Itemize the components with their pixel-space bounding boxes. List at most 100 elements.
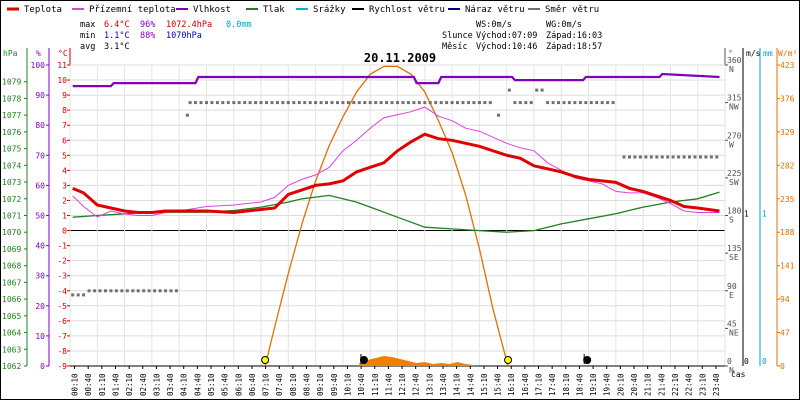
wind-direction-point: [379, 101, 383, 105]
pct-tick-label: 100: [31, 61, 46, 70]
hpa-tick-label: 1069: [2, 245, 21, 254]
legend: Teplota Přízemní teplota Vlhkost Tlak Sr…: [7, 5, 599, 15]
info-sun-rise: Východ:07:09: [476, 31, 537, 41]
time-tick-label: 11:10: [371, 373, 380, 396]
wind-direction-point: [221, 101, 225, 105]
time-tick-label: 00:40: [84, 373, 93, 396]
info-sun-set: Západ:16:03: [546, 31, 602, 41]
time-tick-label: 14:40: [466, 373, 475, 396]
wind-direction-point: [303, 101, 307, 105]
solar-tick-label: 423: [780, 61, 795, 70]
dir-compass-label: W: [729, 140, 734, 149]
pct-tick-label: 20: [35, 302, 45, 311]
wind-direction-point: [546, 101, 550, 105]
pct-tick-label: 30: [35, 272, 45, 281]
wind-direction-point: [385, 101, 389, 105]
temp-tick-label: 9: [62, 91, 67, 100]
stat-min-temp: 1.1°C: [104, 31, 130, 41]
temp-tick-label: 4: [62, 166, 67, 175]
wind-direction-point: [439, 101, 443, 105]
wind-direction-point: [666, 155, 670, 159]
marker-layer: [261, 354, 592, 364]
wind-direction-point: [336, 101, 339, 105]
series-solar-radiation: [264, 65, 509, 367]
wind-direction-point: [622, 155, 626, 159]
stat-max-temp: 6.4°C: [104, 20, 130, 30]
solar-tick-label: 282: [780, 161, 795, 170]
time-tick-label: 04:10: [180, 373, 189, 396]
wind-direction-point: [671, 155, 675, 159]
legend-item-tlak: Tlak: [246, 5, 285, 15]
wind-direction-point: [158, 289, 162, 293]
wind-direction-point: [611, 101, 615, 105]
wind-direction-point: [188, 101, 192, 105]
time-tick-label: 12:40: [412, 373, 421, 396]
pct-tick-label: 50: [35, 212, 45, 221]
time-tick-label: 16:40: [521, 373, 530, 396]
wind-direction-point: [374, 101, 378, 105]
time-tick-label: 15:10: [480, 373, 489, 396]
time-tick-label: 19:10: [589, 373, 598, 396]
time-tick-label: 22:40: [685, 373, 694, 396]
wind-direction-point: [248, 101, 252, 105]
time-tick-label: 13:10: [425, 373, 434, 396]
wind-direction-point: [584, 101, 588, 105]
dir-tick-label: 90: [727, 282, 737, 291]
wind-direction-point: [423, 101, 427, 105]
legend-label-teplota: Teplota: [24, 5, 62, 15]
solar-tick-label: 188: [780, 228, 795, 237]
wind-direction-point: [557, 101, 560, 105]
hpa-tick-label: 1062: [2, 362, 21, 371]
wind-direction-point: [125, 289, 129, 293]
time-tick-label: 05:10: [207, 373, 216, 396]
wind-direction-point: [518, 101, 522, 105]
wind-direction-point: [199, 101, 203, 105]
hpa-tick-label: 1064: [2, 329, 21, 338]
temp-tick-label: -6: [57, 317, 67, 326]
wind-direction-point: [87, 289, 91, 293]
moon-marker: [583, 356, 592, 364]
unit-pct: %: [36, 49, 41, 58]
hpa-tick-label: 1066: [2, 295, 21, 304]
dir-compass-label: E: [729, 291, 734, 300]
wind-direction-point: [417, 101, 421, 105]
pct-tick-label: 70: [35, 151, 45, 160]
temp-tick-label: 2: [62, 196, 67, 205]
info-sun: Slunce: [442, 31, 473, 41]
time-tick-label: 17:40: [548, 373, 557, 396]
wind-direction-point: [174, 289, 178, 293]
wind-direction-point: [507, 88, 511, 92]
wind-direction-point: [153, 289, 157, 293]
time-tick-label: 21:40: [657, 373, 666, 396]
wind-direction-point: [600, 101, 604, 105]
wind-direction-point: [275, 101, 279, 105]
wind-direction-point: [483, 101, 487, 105]
solar-tick-label: 47: [780, 329, 790, 338]
info-wg: WG:0m/s: [546, 20, 582, 30]
stat-max-rain: 0.0mm: [226, 20, 252, 30]
wind-direction-point: [215, 101, 219, 105]
time-tick-label: 07:40: [275, 373, 284, 396]
unit-cas: čas: [731, 369, 746, 379]
wind-direction-point: [562, 101, 566, 105]
wind-direction-point: [606, 101, 610, 105]
dir-compass-label: N: [729, 65, 734, 74]
legend-item-smer-vetru: Směr větru: [528, 5, 599, 15]
wind-direction-point: [136, 289, 140, 293]
series-temperature: [72, 132, 720, 215]
wind-direction-point: [131, 289, 135, 293]
legend-item-teplota: Teplota: [7, 5, 62, 15]
temp-tick-label: -1: [57, 242, 67, 251]
grid-layer: [69, 64, 726, 367]
hpa-tick-label: 1072: [2, 195, 21, 204]
stats-block: max 6.4°C 96% 1072.4hPa 0.0mm min 1.1°C …: [80, 20, 252, 52]
time-tick-label: 21:10: [644, 373, 653, 396]
series-humidity: [72, 72, 720, 88]
wind-direction-point: [254, 101, 258, 105]
temp-tick-label: -3: [57, 272, 67, 281]
dir-tick-label: 270: [727, 131, 742, 140]
pct-tick-label: 80: [35, 121, 45, 130]
astro-info: WS:0m/s WG:0m/s Slunce Východ:07:09 Zápa…: [442, 20, 602, 52]
solar-tick-label: 141: [780, 262, 795, 271]
